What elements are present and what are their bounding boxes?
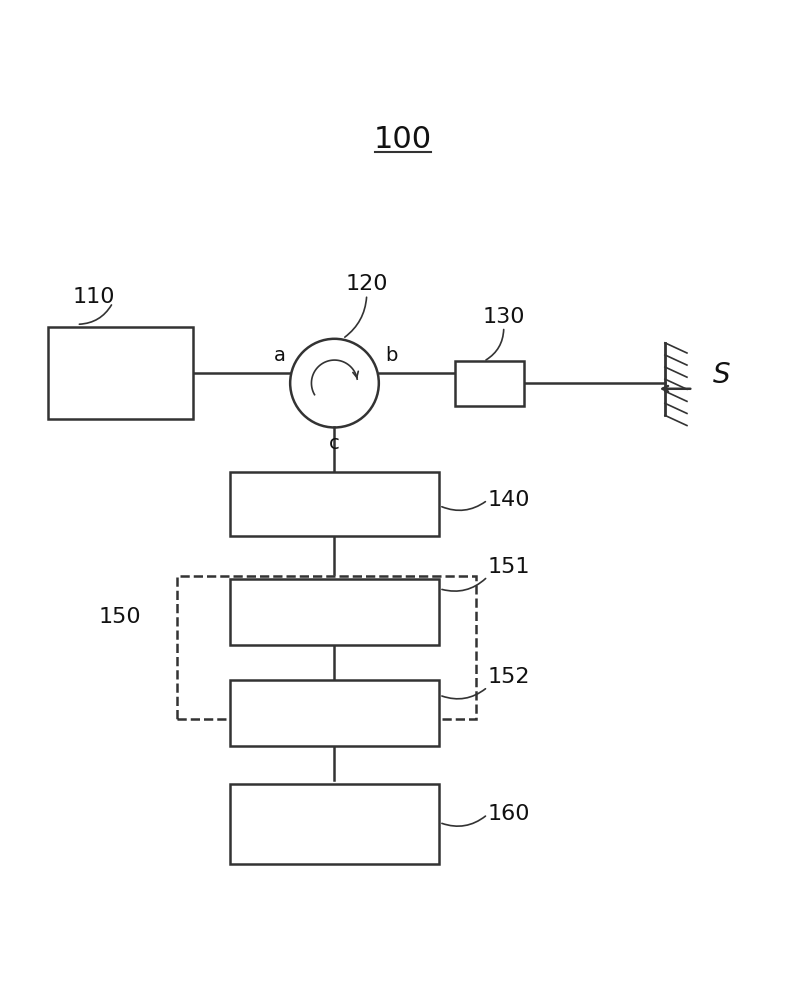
Text: S: S	[713, 361, 731, 389]
FancyBboxPatch shape	[230, 784, 439, 864]
Text: 100: 100	[374, 125, 432, 154]
Text: 152: 152	[488, 667, 530, 687]
Text: 160: 160	[488, 804, 530, 824]
FancyBboxPatch shape	[48, 327, 193, 419]
Text: 110: 110	[73, 287, 115, 307]
Text: c: c	[329, 434, 340, 453]
Text: 150: 150	[98, 607, 141, 627]
Text: 120: 120	[346, 274, 388, 294]
FancyBboxPatch shape	[230, 579, 439, 645]
FancyBboxPatch shape	[455, 361, 524, 406]
Text: 151: 151	[488, 557, 530, 577]
Text: a: a	[274, 346, 286, 365]
Text: 140: 140	[488, 490, 530, 510]
FancyBboxPatch shape	[177, 576, 476, 719]
FancyBboxPatch shape	[230, 472, 439, 536]
FancyBboxPatch shape	[230, 680, 439, 746]
Text: b: b	[385, 346, 397, 365]
Text: 130: 130	[483, 307, 525, 327]
